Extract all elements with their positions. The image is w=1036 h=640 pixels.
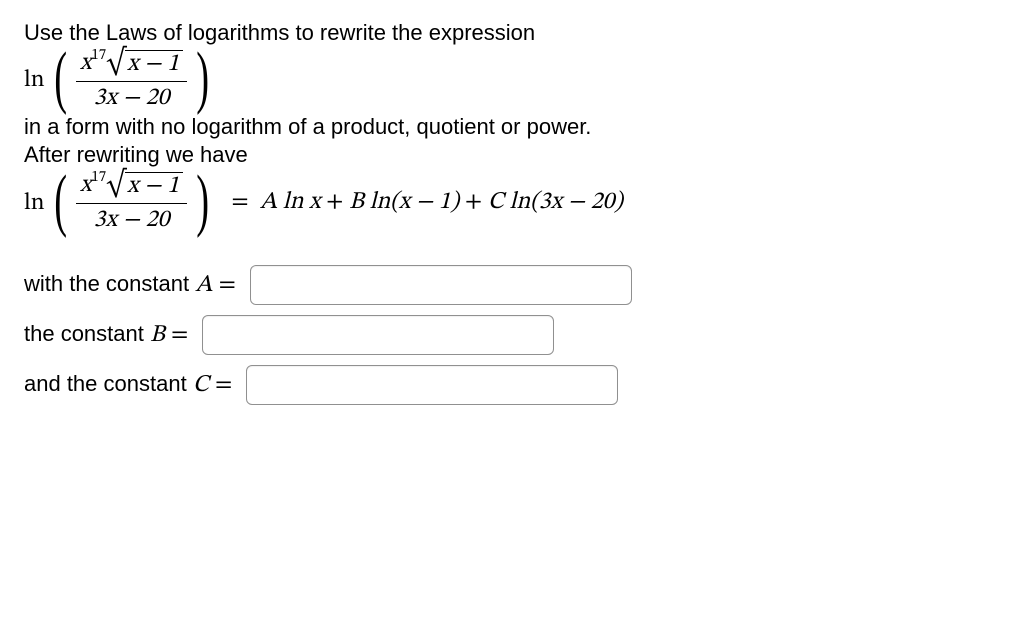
- radicand: x − 1: [125, 50, 183, 79]
- fraction: x17√x − 1 3x − 20: [76, 170, 187, 234]
- exponent: 17: [91, 48, 106, 63]
- expression-2: ln ( x17√x − 1 3x − 20 ) = A ln x + B ln…: [24, 170, 1012, 234]
- rhs-c: C ln(3x − 20): [488, 190, 623, 214]
- plus: +: [459, 190, 488, 214]
- var-x: x: [80, 51, 92, 75]
- fraction: x17√x − 1 3x − 20: [76, 48, 187, 112]
- expression-1: ln ( x17√x − 1 3x − 20 ): [24, 48, 1012, 112]
- left-paren-icon: (: [54, 46, 67, 110]
- constant-b: B: [150, 323, 165, 347]
- ln-symbol: ln: [24, 65, 45, 95]
- sqrt: √x − 1: [106, 50, 183, 79]
- constant-c: C: [193, 373, 209, 397]
- var-x: x: [80, 173, 92, 197]
- plus: +: [321, 190, 350, 214]
- rhs-a: A ln x: [260, 190, 321, 214]
- equals: =: [219, 273, 236, 297]
- denominator: 3x − 20: [90, 84, 174, 113]
- exponent: 17: [91, 170, 106, 185]
- answer-row-a: with the constant A =: [24, 265, 1012, 305]
- input-c[interactable]: [246, 365, 618, 405]
- sqrt: √x − 1: [106, 172, 183, 201]
- right-paren-icon: ): [196, 46, 209, 110]
- equals: =: [231, 190, 248, 214]
- radical-icon: √: [106, 50, 126, 75]
- fraction-bar-icon: [76, 203, 187, 204]
- denominator: 3x − 20: [90, 206, 174, 235]
- right-paren-icon: ): [196, 169, 209, 233]
- intro-text: Use the Laws of logarithms to rewrite th…: [24, 20, 1012, 46]
- label-with-a: with the constant: [24, 271, 189, 296]
- rhs-b: B ln(x − 1): [349, 190, 459, 214]
- radicand: x − 1: [125, 172, 183, 201]
- label-the-b: the constant: [24, 321, 144, 346]
- answer-row-b: the constant B =: [24, 315, 1012, 355]
- answer-row-c: and the constant C =: [24, 365, 1012, 405]
- ln-symbol: ln: [24, 188, 45, 218]
- input-b[interactable]: [202, 315, 554, 355]
- equals: =: [171, 323, 188, 347]
- afterrewrite-text: After rewriting we have: [24, 142, 1012, 168]
- constant-a: A: [195, 273, 212, 297]
- left-paren-icon: (: [54, 169, 67, 233]
- fraction-bar-icon: [76, 81, 187, 82]
- label-and-c: and the constant: [24, 371, 187, 396]
- equals: =: [215, 373, 232, 397]
- input-a[interactable]: [250, 265, 632, 305]
- noform-text: in a form with no logarithm of a product…: [24, 114, 1012, 140]
- radical-icon: √: [106, 172, 126, 197]
